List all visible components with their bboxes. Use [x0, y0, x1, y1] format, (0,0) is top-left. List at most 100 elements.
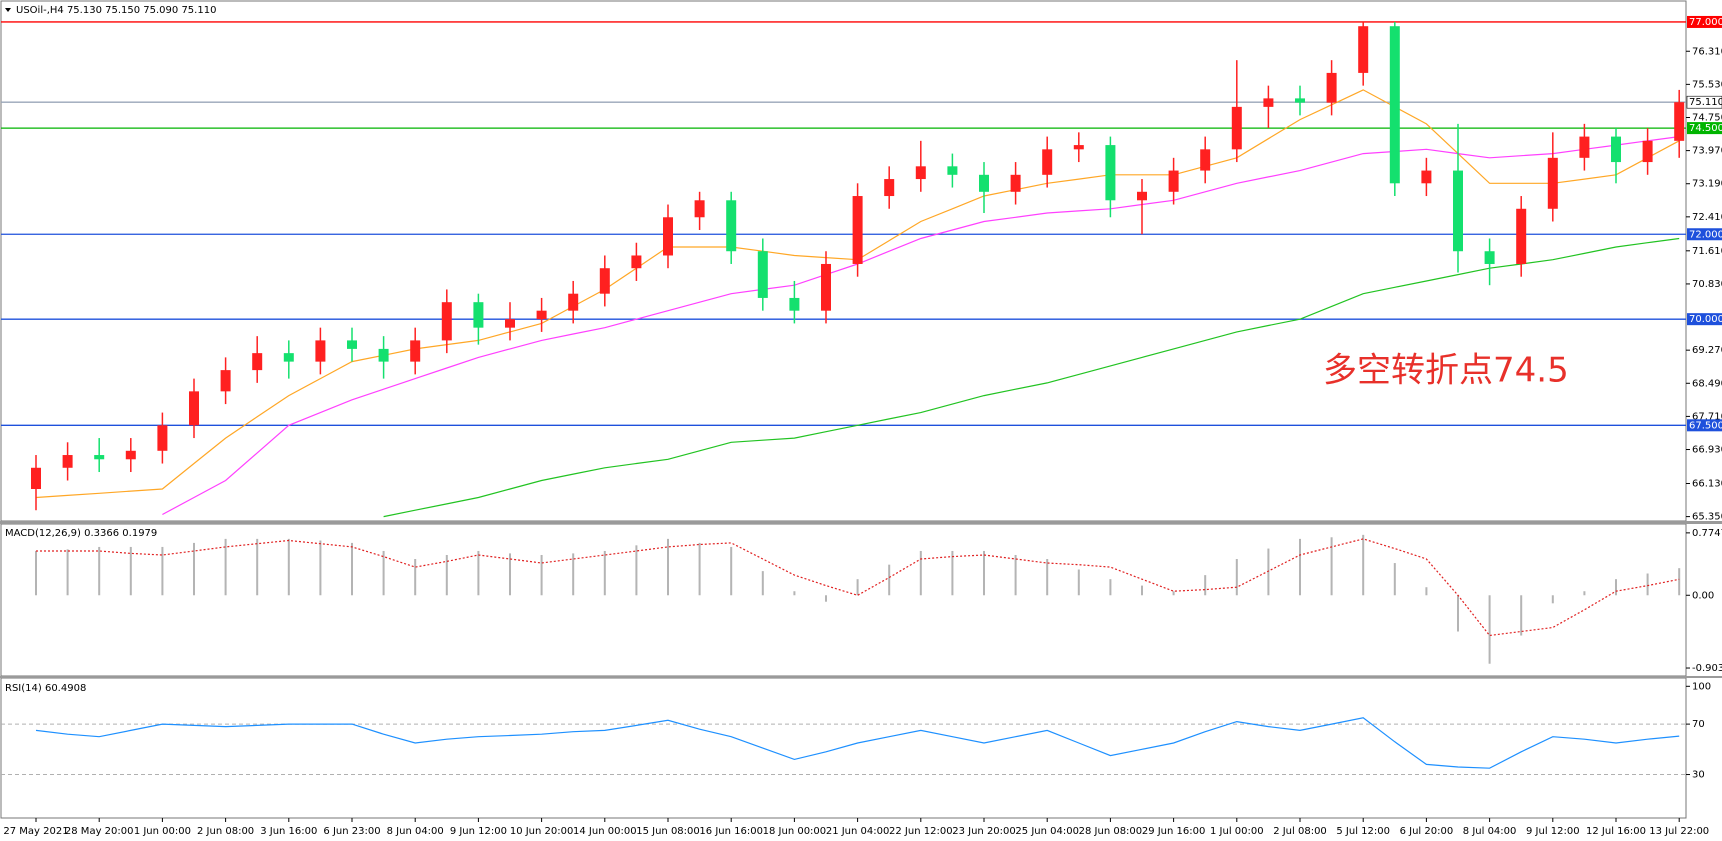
y-tick-label: 66.930: [1692, 445, 1722, 456]
histogram-bar: [445, 554, 448, 596]
histogram-bar: [161, 546, 164, 596]
histogram-bar: [129, 546, 132, 596]
annotation: 多空转折点74.5: [1323, 351, 1569, 391]
x-tick-label: 2 Jun 08:00: [197, 826, 254, 837]
candle-body: [789, 297, 800, 311]
histogram-bar: [540, 554, 543, 596]
x-tick-label: 23 Jun 20:00: [952, 826, 1016, 837]
histogram-bar: [1583, 591, 1586, 596]
x-tick-label: 25 Jun 04:00: [1015, 826, 1079, 837]
x-tick-label: 1 Jul 00:00: [1210, 826, 1264, 837]
y-tick-label: 0.7747: [1692, 528, 1722, 539]
candle-body: [1642, 140, 1653, 163]
price-label: 75.110: [1689, 97, 1722, 108]
candle-body: [694, 200, 705, 218]
y-tick-label: 71.610: [1692, 246, 1722, 257]
histogram-bar: [1615, 579, 1617, 596]
histogram-bar: [509, 553, 511, 596]
x-tick-label: 21 Jun 04:00: [826, 826, 890, 837]
candle-body: [252, 353, 263, 371]
x-tick-label: 28 Jun 08:00: [1079, 826, 1143, 837]
candle-body: [1231, 106, 1242, 150]
y-tick-label: 30: [1692, 770, 1705, 781]
candle-body: [94, 455, 105, 460]
price-label: 77.000: [1689, 17, 1722, 28]
histogram-bar: [382, 550, 385, 596]
indicator-line: [35, 717, 1680, 769]
y-tick-label: 66.130: [1692, 478, 1722, 489]
histogram-bar: [319, 540, 322, 596]
histogram-bar: [667, 538, 669, 596]
panel-title: RSI(14) 60.4908: [5, 683, 86, 694]
candle-body: [315, 340, 326, 362]
histogram-bar: [1393, 563, 1396, 596]
histogram-bar: [1488, 595, 1491, 664]
histogram-bar: [1014, 554, 1017, 596]
histogram-bar: [603, 550, 606, 596]
x-tick-label: 2 Jul 08:00: [1273, 826, 1327, 837]
candle-body: [1358, 26, 1369, 73]
histogram-bar: [98, 546, 101, 596]
candle-body: [1611, 136, 1621, 163]
candle-body: [1484, 251, 1495, 264]
candle-body: [631, 255, 642, 269]
candle-body: [568, 293, 579, 311]
histogram-bar: [1330, 537, 1333, 596]
histogram-bar: [635, 545, 638, 596]
candle-body: [157, 425, 168, 451]
candle-body: [283, 353, 294, 362]
x-tick-label: 6 Jun 23:00: [323, 826, 380, 837]
price-label: 72.000: [1689, 229, 1722, 240]
candle-body: [599, 268, 610, 294]
candle-body: [1421, 170, 1432, 184]
x-tick-label: 18 Jun 00:00: [763, 826, 827, 837]
histogram-bar: [414, 559, 417, 596]
histogram-bar: [1204, 575, 1207, 596]
price-label-box: [1686, 95, 1722, 109]
histogram-bar: [1425, 587, 1428, 596]
candle-body: [125, 450, 136, 460]
histogram-bar: [1141, 585, 1143, 596]
x-tick-label: 1 Jun 00:00: [134, 826, 191, 837]
histogram-bar: [793, 591, 796, 596]
histogram-bar: [1267, 548, 1270, 596]
candle-body: [1326, 72, 1337, 103]
candle-body: [347, 340, 357, 349]
price-label: 70.000: [1689, 314, 1722, 325]
histogram-bar: [856, 579, 859, 596]
candle-body: [441, 302, 452, 341]
candle-body: [979, 174, 989, 192]
histogram-bar: [1109, 579, 1112, 596]
candle-body: [536, 310, 547, 320]
candle-body: [378, 348, 389, 362]
candle-body: [1263, 98, 1274, 107]
x-tick-label: 8 Jun 04:00: [387, 826, 444, 837]
panel-title: USOil-,H4 75.130 75.150 75.090 75.110: [16, 5, 216, 16]
y-tick-label: 70.830: [1692, 279, 1722, 290]
menu-arrow[interactable]: [5, 8, 11, 12]
price-label: 67.500: [1689, 420, 1722, 431]
candle-body: [1010, 174, 1021, 192]
histogram-bar: [256, 538, 259, 596]
histogram-bar: [888, 564, 891, 596]
indicator-line: [162, 136, 1680, 516]
histogram-bar: [1172, 591, 1175, 596]
candle-body: [915, 166, 926, 180]
y-tick-label: -0.9034: [1692, 663, 1722, 674]
candle-body: [1105, 145, 1116, 201]
histogram-bar: [1678, 568, 1681, 596]
x-tick-label: 29 Jun 16:00: [1142, 826, 1206, 837]
candle-body: [1389, 26, 1400, 184]
candle-body: [1168, 170, 1179, 192]
histogram-bar: [1235, 559, 1238, 596]
histogram-bar: [1520, 595, 1523, 636]
y-tick-label: 74.750: [1692, 112, 1722, 123]
candle-body: [1579, 136, 1590, 158]
candle-body: [1295, 98, 1305, 103]
x-tick-label: 12 Jul 16:00: [1586, 826, 1646, 837]
x-tick-label: 6 Jul 20:00: [1400, 826, 1454, 837]
candle-body: [947, 166, 958, 175]
